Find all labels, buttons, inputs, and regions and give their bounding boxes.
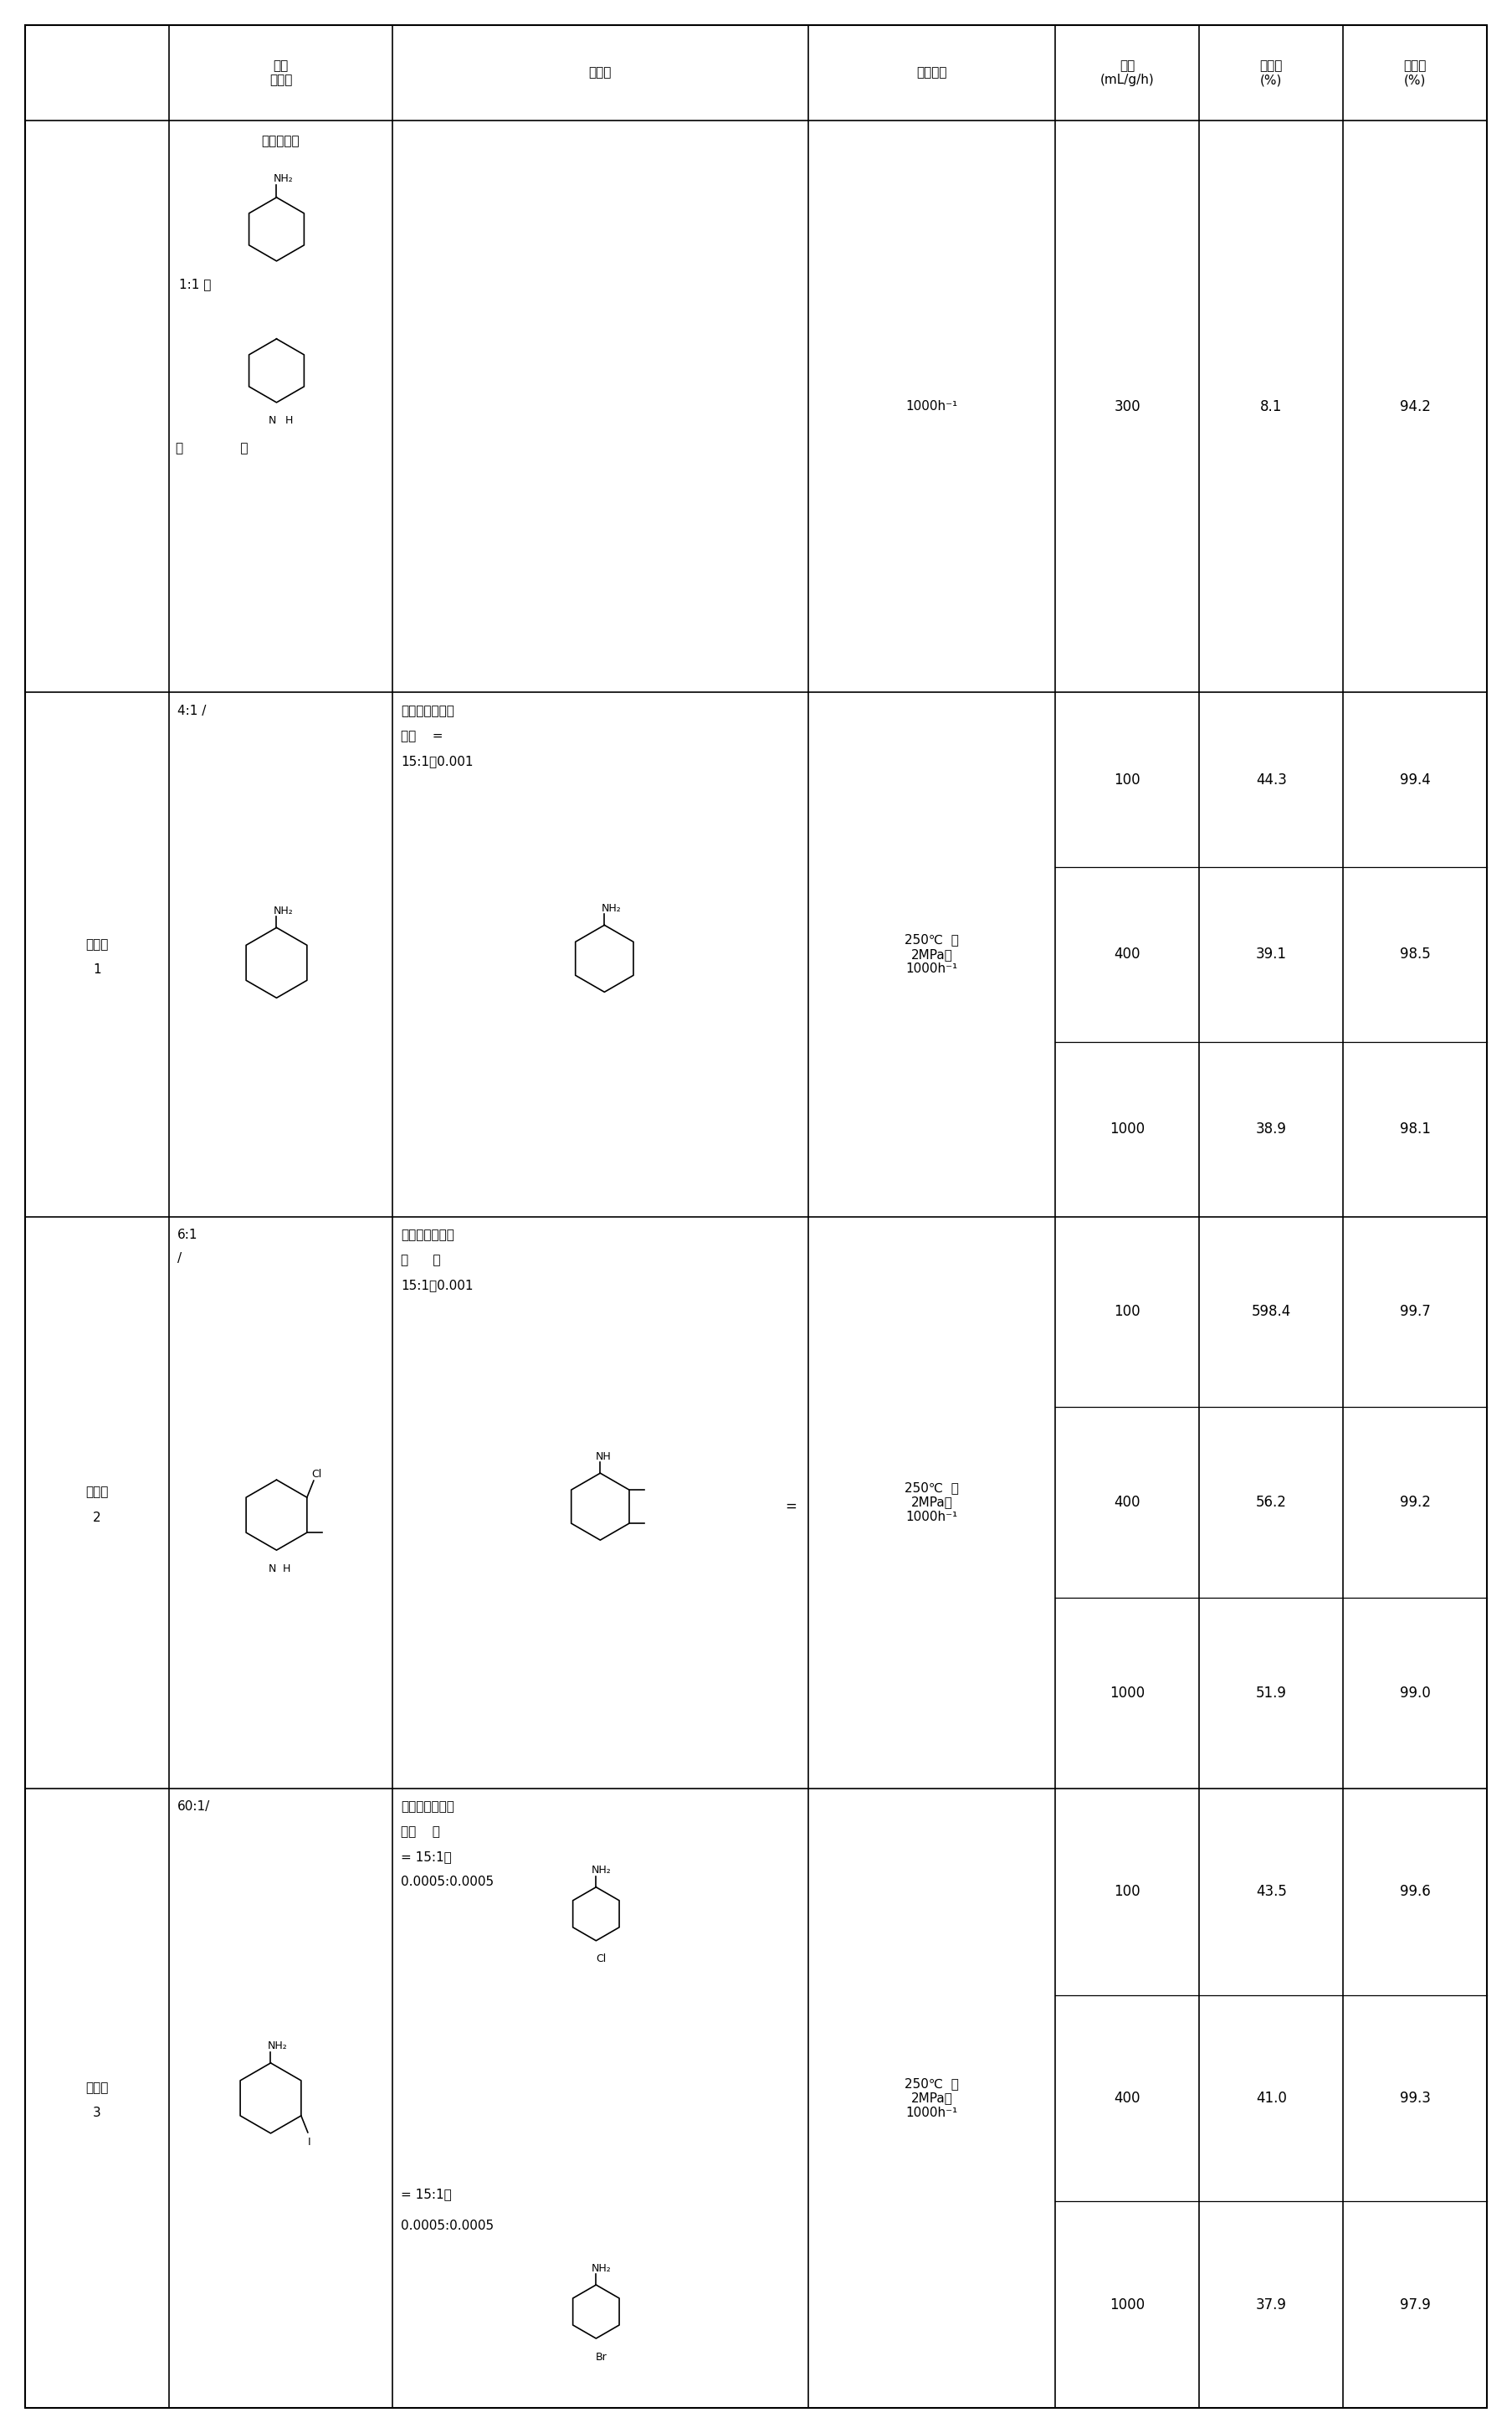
Text: 1000: 1000 [1110,1122,1145,1136]
Text: 44.3: 44.3 [1256,771,1287,788]
Text: 0.0005:0.0005: 0.0005:0.0005 [401,2219,494,2231]
Text: 99.7: 99.7 [1400,1304,1430,1319]
Text: 1:1 的: 1:1 的 [178,277,212,290]
Text: 250℃  、
2MPa、
1000h⁻¹: 250℃ 、 2MPa、 1000h⁻¹ [904,1482,959,1523]
Text: 1000: 1000 [1110,2297,1145,2311]
Text: NH₂: NH₂ [602,903,621,915]
Text: 98.5: 98.5 [1400,946,1430,961]
Text: 99.3: 99.3 [1400,2090,1430,2105]
Text: 15:1；0.001: 15:1；0.001 [401,1280,473,1292]
Text: Br: Br [596,2350,606,2362]
Text: I: I [308,2136,311,2148]
Text: 400: 400 [1114,1494,1140,1511]
Text: 3: 3 [92,2107,101,2119]
Text: Cl: Cl [311,1470,322,1479]
Text: NH₂: NH₂ [591,2263,611,2272]
Text: 醒      ：: 醒 ： [401,1253,440,1265]
Text: 100: 100 [1114,1304,1140,1319]
Text: 37.9: 37.9 [1256,2297,1287,2311]
Text: NH₂: NH₂ [268,2041,287,2051]
Text: 反应条件: 反应条件 [916,66,947,78]
Text: 97.9: 97.9 [1400,2297,1430,2311]
Text: 醒：    ：: 醒： ： [401,1825,440,1839]
Text: H: H [283,1562,290,1574]
Text: 一氧化碳：二甲: 一氧化碳：二甲 [401,706,455,718]
Text: 400: 400 [1114,2090,1140,2105]
Text: NH₂: NH₂ [591,1866,611,1876]
Text: 38.9: 38.9 [1256,1122,1287,1136]
Text: NH₂: NH₂ [274,173,293,185]
Text: 400: 400 [1114,946,1140,961]
Text: 15:1；0.001: 15:1；0.001 [401,754,473,766]
Text: 实施例: 实施例 [86,1487,109,1499]
Text: 41.0: 41.0 [1256,2090,1287,2105]
Text: 6:1: 6:1 [177,1229,198,1241]
Text: 60:1/: 60:1/ [177,1800,210,1813]
Text: 实施例: 实施例 [86,939,109,951]
Text: = 15:1；: = 15:1； [401,2187,452,2202]
Text: 2: 2 [92,1511,101,1523]
Text: 94.2: 94.2 [1400,399,1430,414]
Text: （摩尔比为: （摩尔比为 [262,136,299,148]
Text: 转化率
(%): 转化率 (%) [1259,58,1282,85]
Text: 0.0005:0.0005: 0.0005:0.0005 [401,1876,494,1888]
Text: H: H [286,416,293,426]
Text: 39.1: 39.1 [1256,946,1287,961]
Text: 51.9: 51.9 [1256,1686,1287,1701]
Text: 原料
摩尔比: 原料 摩尔比 [269,58,292,85]
Text: 99.0: 99.0 [1400,1686,1430,1701]
Text: N: N [269,1562,277,1574]
Text: 一氧化碳：二甲: 一氧化碳：二甲 [401,1229,455,1241]
Text: 43.5: 43.5 [1256,1883,1287,1900]
Text: NH: NH [596,1450,611,1462]
Text: N: N [269,416,277,426]
Text: 99.2: 99.2 [1400,1494,1430,1511]
Text: 和              ）: 和 ） [175,443,248,455]
Text: =: = [785,1499,797,1513]
Text: 4:1 /: 4:1 / [177,706,206,718]
Text: 实施例: 实施例 [86,2083,109,2095]
Text: Cl: Cl [596,1954,606,1963]
Text: 醒：    =: 醒： = [401,730,443,742]
Text: 99.4: 99.4 [1400,771,1430,788]
Text: 300: 300 [1114,399,1140,414]
Text: 100: 100 [1114,771,1140,788]
Text: 1000h⁻¹: 1000h⁻¹ [906,399,957,414]
Text: 空速
(mL/g/h): 空速 (mL/g/h) [1101,58,1155,85]
Text: /: / [177,1253,181,1265]
Text: 98.1: 98.1 [1400,1122,1430,1136]
Text: = 15:1；: = 15:1； [401,1852,452,1864]
Text: 100: 100 [1114,1883,1140,1900]
Text: 56.2: 56.2 [1256,1494,1287,1511]
Text: 99.6: 99.6 [1400,1883,1430,1900]
Text: 催化剂: 催化剂 [588,66,612,78]
Text: NH₂: NH₂ [274,905,293,917]
Text: 250℃  、
2MPa、
1000h⁻¹: 250℃ 、 2MPa、 1000h⁻¹ [904,934,959,976]
Text: 选择性
(%): 选择性 (%) [1403,58,1426,85]
Text: 8.1: 8.1 [1259,399,1282,414]
Text: 1: 1 [92,963,101,976]
Text: 1000: 1000 [1110,1686,1145,1701]
Text: 598.4: 598.4 [1252,1304,1291,1319]
Text: 一氧化碳：二甲: 一氧化碳：二甲 [401,1800,455,1813]
Text: 250℃  、
2MPa、
1000h⁻¹: 250℃ 、 2MPa、 1000h⁻¹ [904,2078,959,2119]
